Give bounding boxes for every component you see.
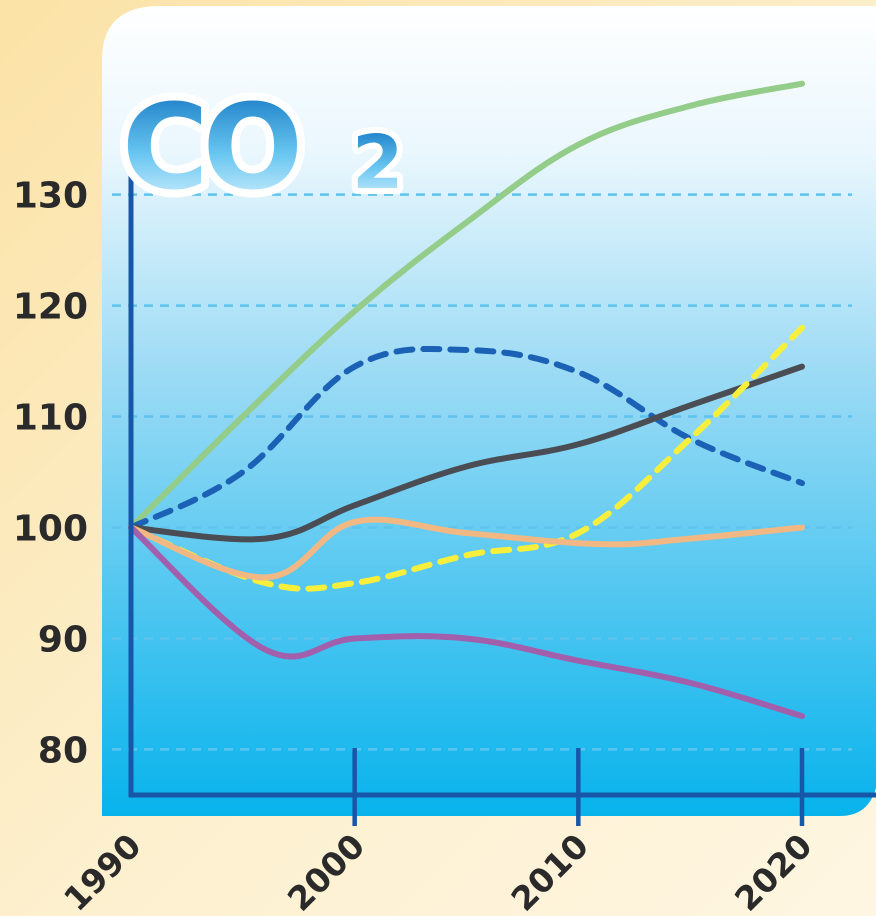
y-tick-label-90: 90 — [38, 619, 88, 660]
y-tick-labels: 80 90 100 110 120 130 — [13, 176, 88, 772]
y-tick-label-130: 130 — [13, 176, 88, 217]
y-tick-label-100: 100 — [13, 509, 88, 550]
x-tick-label-2010: 2010 — [503, 826, 596, 916]
series-line-purple — [128, 524, 805, 720]
co2-logo-subscript: 2 — [352, 120, 404, 206]
x-tick-labels: 1990 2000 2010 2020 — [56, 826, 820, 916]
y-tick-label-120: 120 — [13, 287, 88, 328]
series-line-green — [128, 80, 805, 531]
co2-logo: CO 2 — [114, 70, 410, 224]
co2-logo-main: CO — [122, 78, 298, 216]
series-line-yellow-dashed — [128, 324, 805, 592]
x-tick-label-2020: 2020 — [727, 826, 820, 916]
y-tick-label-80: 80 — [38, 730, 88, 771]
axes — [128, 160, 876, 798]
x-tick-label-1990: 1990 — [56, 826, 149, 916]
series-line-peach — [128, 516, 805, 581]
plot-panel — [102, 6, 876, 816]
series-lines — [128, 80, 805, 720]
x-tick-marks — [352, 748, 805, 826]
x-tick-label-2000: 2000 — [280, 826, 373, 916]
series-line-dark-gray — [128, 363, 805, 543]
y-tick-label-110: 110 — [13, 398, 88, 439]
